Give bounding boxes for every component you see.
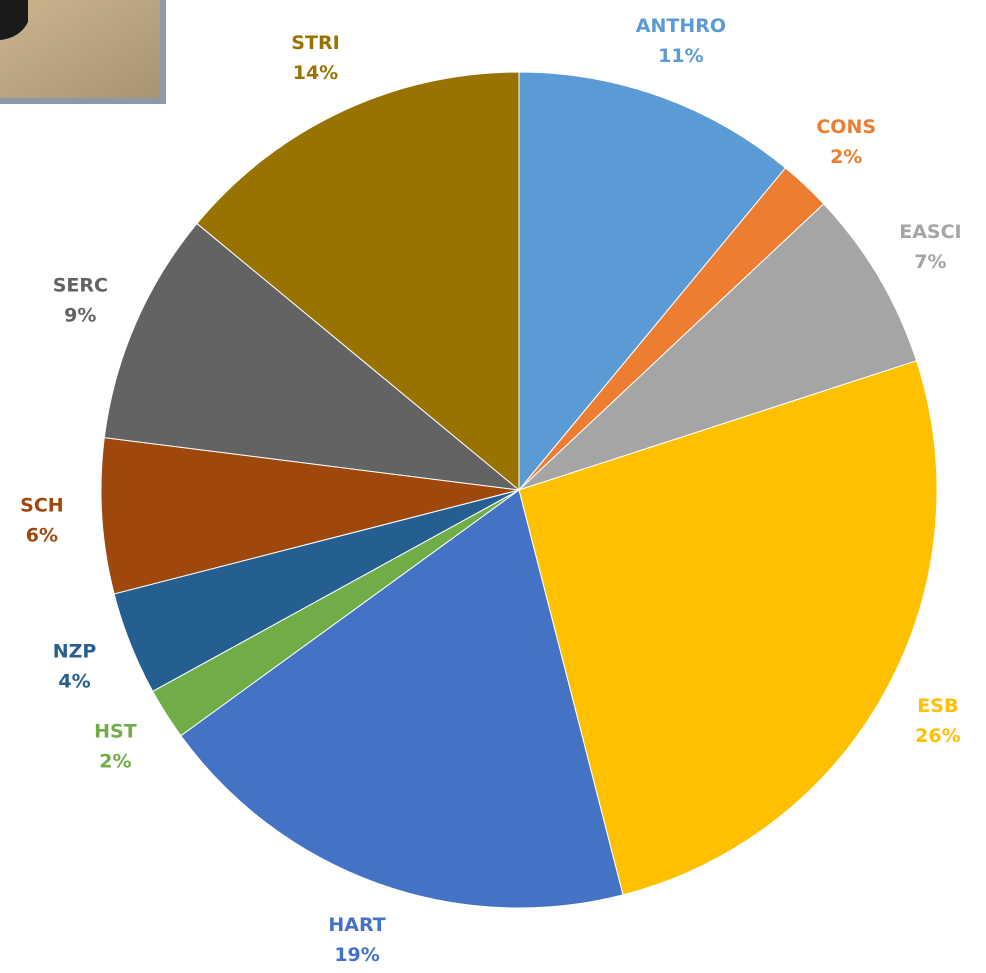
slice-value-label: 2%: [830, 146, 862, 168]
slice-label: STRI: [291, 32, 339, 54]
slice-value-label: 14%: [293, 62, 338, 84]
slice-label: SCH: [20, 495, 64, 517]
slice-label: ANTHRO: [636, 15, 726, 37]
slice-value-label: 9%: [64, 305, 96, 327]
slice-label: HST: [94, 721, 137, 743]
slice-value-label: 7%: [914, 251, 946, 273]
slice-value-label: 19%: [334, 944, 379, 966]
slice-value-label: 26%: [915, 725, 960, 747]
photo-fragment: [0, 0, 166, 104]
chart: ANTHRO 11% CONS 2% EASCI 7% ESB 26% HART 19% HST 2%…: [0, 0, 986, 973]
slice-label: SERC: [53, 275, 108, 297]
slice-label: EASCI: [899, 221, 961, 243]
pie: ANTHRO 11% CONS 2% EASCI 7% ESB 26% HART 19% HST 2%…: [20, 15, 961, 966]
slice-value-label: 2%: [99, 751, 131, 773]
slice-label: CONS: [816, 116, 876, 138]
slice-value-label: 11%: [658, 45, 703, 67]
slice-value-label: 6%: [26, 525, 58, 547]
slice-label: NZP: [53, 640, 97, 662]
slice-value-label: 4%: [58, 670, 90, 692]
slice-label: HART: [328, 914, 385, 936]
slice-label: ESB: [917, 695, 958, 717]
